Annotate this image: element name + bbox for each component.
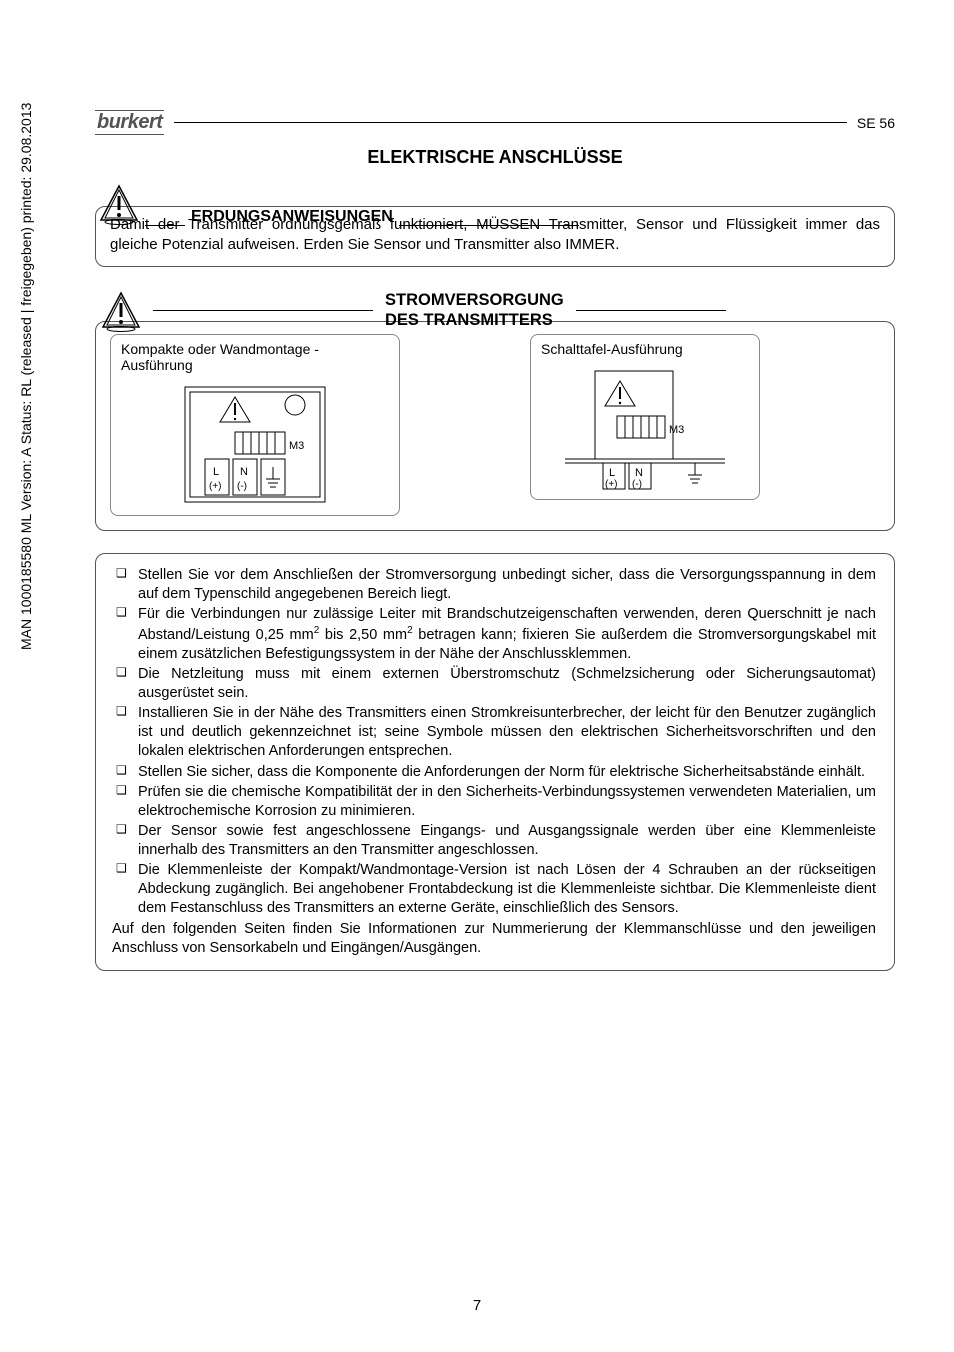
list-item: Für die Verbindungen nur zulässige Leite… [112,605,876,664]
panel-svg: M3 L (+) N (-) [555,361,735,491]
svg-text:L: L [609,467,615,479]
power-title-line2: DES TRANSMITTERS [385,311,564,331]
page-content: burkert SE 56 ELEKTRISCHE ANSCHLÜSSE ERD… [95,110,895,971]
list-item: Installieren Sie in der Nähe des Transmi… [112,704,876,761]
list-item: Prüfen sie die chemische Kompatibilität … [112,783,876,821]
instruction-list: Stellen Sie vor dem Anschließen der Stro… [112,566,876,919]
panel-label: Schalttafel-Ausführung [541,341,749,357]
power-header: STROMVERSORGUNG DES TRANSMITTERS [101,289,895,333]
list-item: Die Netzleitung muss mit einem externen … [112,665,876,703]
rule [153,310,373,311]
brand-logo: burkert [95,110,164,135]
panel-diagram: Schalttafel-Ausführung [530,334,760,500]
svg-text:(+): (+) [605,479,618,490]
svg-text:M3: M3 [669,424,684,436]
svg-text:(+): (+) [209,481,222,492]
power-title-line1: STROMVERSORGUNG [385,291,564,311]
header-row: burkert SE 56 [95,110,895,135]
rule-right [399,225,579,226]
page-number: 7 [473,1297,481,1314]
instructions-box: Stellen Sie vor dem Anschließen der Stro… [95,553,895,971]
svg-text:(-): (-) [632,479,642,490]
grounding-subtitle: ERDUNGSANWEISUNGEN [191,208,393,226]
power-title: STROMVERSORGUNG DES TRANSMITTERS [385,291,564,331]
model-label: SE 56 [857,115,895,131]
diagram-row: Kompakte oder Wandmontage - Ausführung [110,334,880,516]
power-box: Kompakte oder Wandmontage - Ausführung [95,321,895,531]
rule [576,310,726,311]
list-item: Der Sensor sowie fest angeschlossene Ein… [112,822,876,860]
power-section: STROMVERSORGUNG DES TRANSMITTERS Kompakt… [95,289,895,531]
grounding-header: ERDUNGSANWEISUNGEN [99,182,895,226]
compact-label: Kompakte oder Wandmontage - Ausführung [121,341,389,373]
svg-text:(-): (-) [237,481,247,492]
svg-text:L: L [213,466,219,478]
svg-text:N: N [635,467,643,479]
compact-wall-diagram: Kompakte oder Wandmontage - Ausführung [110,334,400,516]
side-release-text: MAN 1000185580 ML Version: A Status: RL … [18,103,34,650]
compact-svg: M3 L (+) N (-) [155,377,355,507]
tail-paragraph: Auf den folgenden Seiten finden Sie Info… [112,920,876,958]
main-title: ELEKTRISCHE ANSCHLÜSSE [95,147,895,168]
svg-text:N: N [240,466,248,478]
warning-icon [99,182,139,226]
list-item: Die Klemmenleiste der Kompakt/Wandmontag… [112,861,876,918]
rule-left [145,225,185,226]
svg-text:M3: M3 [289,440,304,452]
header-rule [174,122,846,123]
warning-icon [101,289,141,333]
list-item: Stellen Sie sicher, dass die Komponente … [112,763,876,782]
list-item: Stellen Sie vor dem Anschließen der Stro… [112,566,876,604]
